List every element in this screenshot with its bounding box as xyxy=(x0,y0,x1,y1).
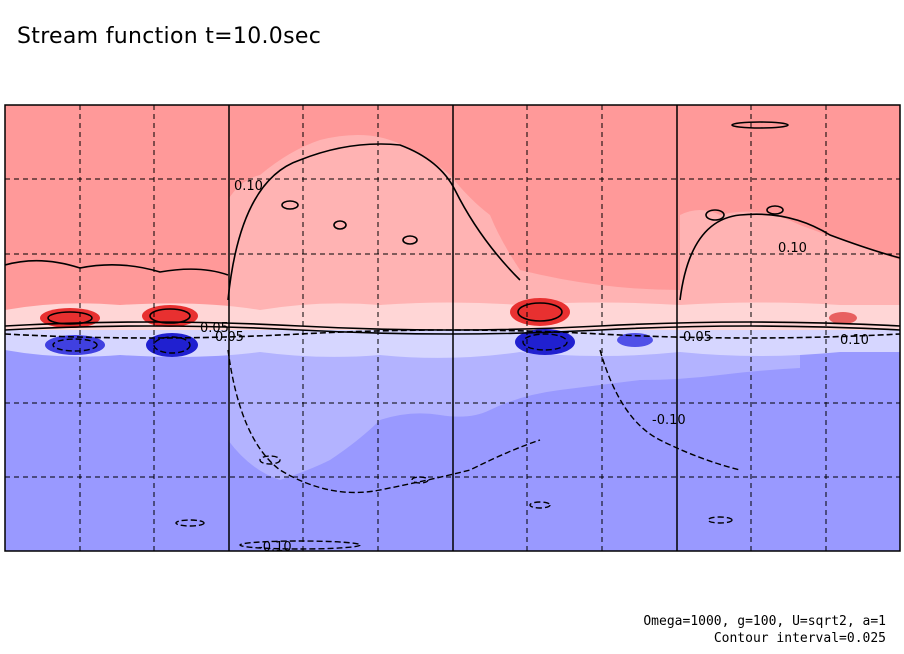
contour-label: 0.10 xyxy=(778,241,807,256)
chart-title: Stream function t=10.0sec xyxy=(17,24,322,49)
contour-label: 0.05 xyxy=(200,321,229,336)
major-meridians xyxy=(228,105,678,551)
contour-label: 0.05 xyxy=(683,330,712,345)
contour-label: -0.10 xyxy=(652,413,686,428)
contour-label: -0.10 xyxy=(258,540,292,555)
contour-interval-annotation: Contour interval=0.025 xyxy=(713,631,886,646)
negative-contour-lines xyxy=(52,333,741,550)
negative-inner-contour-region xyxy=(228,330,800,480)
contour-label: 0.05 xyxy=(215,330,244,345)
vortex-positive-1 xyxy=(40,308,100,328)
contour-lines xyxy=(5,121,900,339)
grid-lines xyxy=(5,105,900,551)
positive-inner-contour-region xyxy=(228,135,900,330)
contour-label: 0.10 xyxy=(234,179,263,194)
plot-frame xyxy=(4,104,901,552)
vortex-positive-4 xyxy=(829,312,857,324)
parameters-annotation: Omega=1000, g=100, U=sqrt2, a=1 xyxy=(643,614,886,629)
contour-label: 0.10 xyxy=(840,333,869,348)
